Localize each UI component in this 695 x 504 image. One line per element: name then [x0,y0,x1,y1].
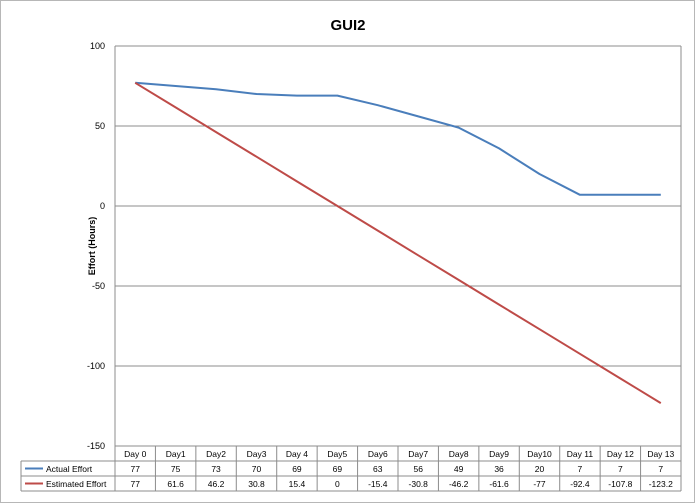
data-table-value: 70 [252,464,262,474]
data-table-value: 77 [130,479,140,489]
data-table-value: 69 [333,464,343,474]
data-table-value: 20 [535,464,545,474]
x-category-label: Day5 [327,449,347,459]
y-axis-ticks: 100 50 0 -50 -100 -150 [87,41,105,451]
data-table-value: 46.2 [208,479,225,489]
data-table-value: 56 [413,464,423,474]
data-table-value: -123.2 [649,479,673,489]
y-tick-label: -50 [92,281,105,291]
data-table-value: -30.8 [409,479,429,489]
legend-entry: Actual Effort [46,464,93,474]
y-axis-label: Effort (Hours) [87,217,97,276]
series-lines [134,81,662,404]
x-category-label: Day 13 [647,449,674,459]
x-category-label: Day 0 [124,449,146,459]
series-line [135,81,661,196]
data-table-value: 49 [454,464,464,474]
series-line [134,81,662,404]
x-category-label: Day10 [527,449,552,459]
x-category-label: Day 11 [567,449,594,459]
data-table-value: -107.8 [608,479,632,489]
data-table: Day 0 Day1 Day2 Day3 Day 4 Day5 Day6 Day7 Day8 Da… [20,445,682,492]
data-table-value: 7 [658,464,663,474]
data-table-value: 36 [494,464,504,474]
x-category-label: Day1 [166,449,186,459]
data-table-value: 30.8 [248,479,265,489]
y-tick-label: -100 [87,361,105,371]
x-category-label: Day2 [206,449,226,459]
data-table-value: 0 [335,479,340,489]
x-category-label: Day9 [489,449,509,459]
data-table-value: -77 [533,479,546,489]
x-category-label: Day6 [368,449,388,459]
data-table-value: 73 [211,464,221,474]
data-table-value: -92.4 [570,479,590,489]
x-category-label: Day 4 [286,449,308,459]
y-tick-label: 50 [95,121,105,131]
data-table-value: 61.6 [167,479,184,489]
data-table-value: 63 [373,464,383,474]
data-table-value: -15.4 [368,479,388,489]
data-table-value: 77 [130,464,140,474]
x-category-label: Day7 [408,449,428,459]
x-category-label: Day 12 [607,449,634,459]
data-table-value: 7 [618,464,623,474]
y-tick-label: 100 [90,41,105,51]
gridlines [114,45,682,447]
data-table-value: 75 [171,464,181,474]
data-table-value: -46.2 [449,479,469,489]
chart-title: GUI2 [330,17,365,34]
data-table-value: -61.6 [489,479,509,489]
y-tick-label: 0 [100,201,105,211]
legend-entry: Estimated Effort [46,479,107,489]
data-table-value: 7 [578,464,583,474]
x-category-label: Day3 [247,449,267,459]
data-table-value: 15.4 [289,479,306,489]
x-category-label: Day8 [449,449,469,459]
data-table-value: 69 [292,464,302,474]
y-tick-label: -150 [87,441,105,451]
